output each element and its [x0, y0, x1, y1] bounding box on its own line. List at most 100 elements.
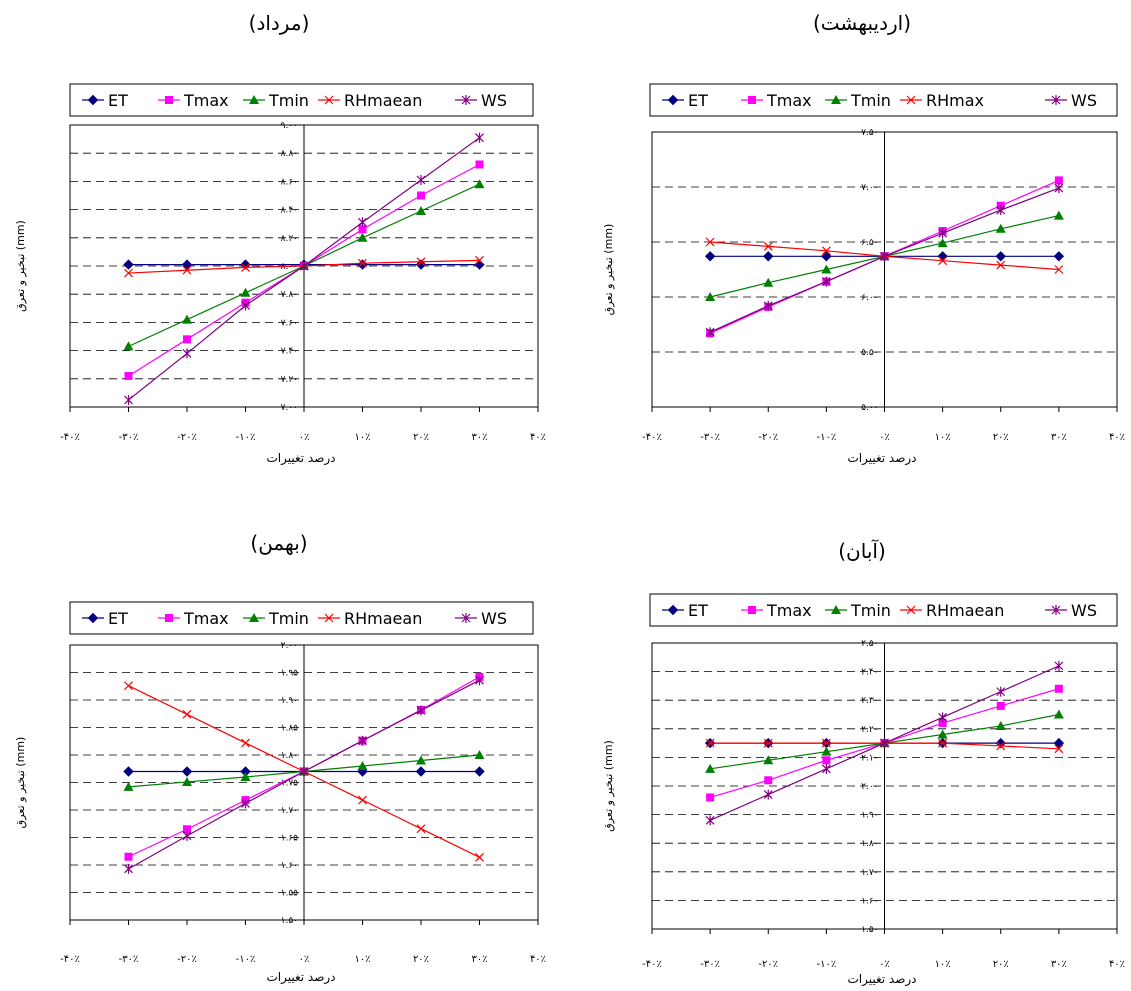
- data-point: [705, 292, 716, 301]
- y-tick-label: ۱.۹۰: [861, 811, 878, 821]
- data-point: [996, 741, 1006, 751]
- legend-label: Tmax: [766, 601, 812, 620]
- data-point: [358, 225, 367, 234]
- data-point: [182, 348, 192, 359]
- data-point: [416, 206, 426, 216]
- data-point: [704, 251, 716, 262]
- data-point: [705, 815, 715, 826]
- legend-marker: [165, 96, 173, 104]
- chart-title: (بهمن): [250, 531, 307, 555]
- x-tick-label: ۳۰٪: [1051, 959, 1067, 970]
- legend-label: Tmin: [268, 609, 309, 628]
- y-tick-label: ۲.۵۰: [861, 639, 878, 649]
- data-point: [182, 265, 192, 275]
- data-point: [475, 852, 484, 862]
- data-point: [123, 259, 134, 270]
- data-point: [358, 217, 367, 228]
- x-tick-label: ۰٪: [879, 432, 890, 443]
- legend-marker: [249, 95, 259, 104]
- legend-marker: [1051, 95, 1061, 105]
- data-point: [880, 251, 889, 262]
- x-tick-label: -۲۰٪: [758, 432, 778, 443]
- y-tick-label: ۷.۸۰: [281, 290, 298, 300]
- x-tick-label: ۱۰٪: [354, 954, 370, 965]
- y-tick-label: ۱.۷۰: [861, 868, 878, 878]
- data-point: [416, 174, 426, 185]
- x-tick-label: -۱۰٪: [817, 959, 837, 970]
- y-tick-label: ۲.۱۰: [861, 753, 878, 763]
- x-tick-label: ۲۰٪: [413, 432, 429, 443]
- y-tick-label: ۷.۶۰: [281, 318, 298, 328]
- legend-label: Tmax: [183, 91, 229, 110]
- data-point: [357, 761, 368, 770]
- data-point: [821, 746, 832, 756]
- data-point: [241, 738, 250, 748]
- legend-marker: [667, 604, 679, 616]
- data-point: [124, 863, 133, 874]
- data-point: [763, 738, 773, 748]
- data-point: [475, 675, 484, 686]
- data-point: [938, 719, 947, 728]
- data-point: [124, 268, 133, 278]
- y-tick-label: ۱.۹۵: [281, 669, 299, 679]
- data-point: [124, 681, 133, 691]
- legend-label: Tmin: [850, 91, 891, 110]
- data-point: [182, 776, 192, 786]
- legend-marker: [667, 94, 679, 106]
- data-point: [938, 712, 948, 723]
- y-axis-label: تبخیر و تعرق (mm): [14, 737, 27, 829]
- y-tick-label: ۷.۵۰: [861, 128, 878, 138]
- x-tick-label: ۰٪: [299, 432, 310, 443]
- data-point: [821, 763, 831, 774]
- legend-label: Tmin: [268, 91, 309, 110]
- y-tick-label: ۶.۵۰: [861, 238, 878, 248]
- data-point: [124, 852, 133, 861]
- data-point: [938, 256, 948, 266]
- data-point: [182, 830, 192, 841]
- legend-item-ws: WS: [1045, 91, 1097, 110]
- series-ws: [124, 132, 484, 405]
- legend-marker: [831, 605, 841, 614]
- data-point: [474, 766, 485, 777]
- data-point: [763, 251, 774, 262]
- data-point: [995, 720, 1006, 730]
- legend-item-tmin: Tmin: [825, 91, 891, 110]
- y-tick-label: ۹.۰۰: [281, 121, 298, 131]
- y-tick-label: ۸.۴۰: [281, 206, 298, 216]
- data-point: [938, 738, 948, 748]
- y-axis-label: تبخیر و تعرق (mm): [14, 220, 27, 312]
- legend-marker: [324, 95, 334, 105]
- legend-item-ws: WS: [455, 609, 507, 628]
- legend-box: [649, 83, 1118, 117]
- data-point: [763, 789, 773, 800]
- y-tick-label: ۸.۶۰: [281, 177, 298, 187]
- series-ws: [705, 660, 1064, 826]
- legend-marker: [249, 613, 259, 622]
- legend-item-rhmaean: RHmaean: [318, 609, 422, 628]
- legend-marker: [165, 614, 173, 622]
- x-tick-label: ۳۰٪: [471, 954, 487, 965]
- x-tick-label: ۴۰٪: [530, 954, 546, 965]
- y-tick-label: ۲.۰۰: [281, 641, 298, 651]
- data-point: [1054, 744, 1064, 754]
- legend-marker: [87, 94, 99, 106]
- data-point: [996, 260, 1006, 270]
- x-tick-label: -۱۰٪: [236, 432, 256, 443]
- x-tick-label: -۴۰٪: [60, 432, 80, 443]
- data-point: [880, 738, 889, 749]
- data-point: [1054, 660, 1064, 671]
- y-tick-label: ۸.۲۰: [281, 234, 298, 244]
- y-tick-label: ۲.۲۰: [861, 725, 878, 735]
- y-tick-label: ۱.۷۵: [281, 779, 299, 789]
- y-tick-label: ۱.۶۰: [861, 896, 878, 906]
- y-tick-label: ۲.۴۰: [861, 668, 878, 678]
- data-point: [821, 251, 832, 262]
- legend-label: WS: [1071, 601, 1097, 620]
- y-axis-label: تبخیر و تعرق (mm): [602, 740, 615, 832]
- x-tick-label: ۰٪: [879, 959, 890, 970]
- legend-marker: [906, 605, 916, 615]
- y-tick-label: ۸.۸۰: [281, 149, 298, 159]
- data-point: [475, 132, 484, 143]
- legend-label: RHmax: [926, 91, 984, 110]
